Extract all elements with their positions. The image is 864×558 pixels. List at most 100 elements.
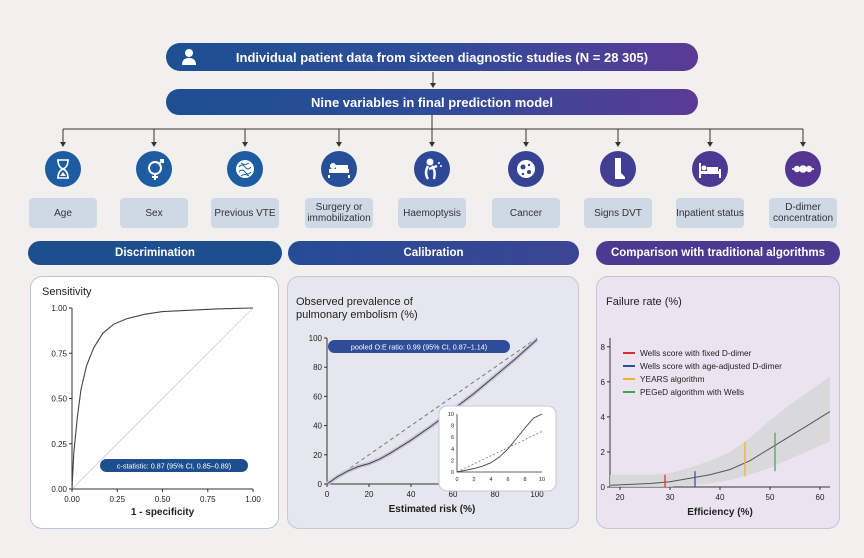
model-banner: Nine variables in final prediction model <box>166 89 698 115</box>
y-tick-label: 8 <box>601 343 606 352</box>
x-axis-label: 1 - specificity <box>131 507 195 518</box>
variable-label: Signs DVT <box>584 198 652 228</box>
variable-label: Sex <box>120 198 188 228</box>
c-statistic-text: c-statistic: 0.87 (95% CI, 0.85–0.89) <box>117 462 231 471</box>
inset-y-tick: 4 <box>451 447 454 453</box>
failure-title: Failure rate (%) <box>606 296 682 308</box>
roc-chart: 0.00 0.25 0.50 0.75 1.00 0.00 0.25 0.50 0.75 1.00… <box>51 304 261 518</box>
inset-x-tick: 0 <box>455 477 458 483</box>
leg-icon <box>600 151 636 187</box>
x-axis-label: Estimated risk (%) <box>389 504 476 515</box>
data-source-banner: Individual patient data from sixteen dia… <box>166 43 698 71</box>
y-tick-label: 2 <box>601 448 606 457</box>
badge-bg <box>328 340 510 353</box>
legend-label: Wells score with fixed D-dimer <box>640 348 752 358</box>
arrow-down-icon <box>430 72 436 88</box>
y-tick-label: 0.25 <box>51 440 67 449</box>
legend-label: PEGeD algorithm with Wells <box>640 387 744 397</box>
coughing-icon <box>414 151 450 187</box>
y-tick-label: 1.00 <box>51 304 67 313</box>
y-tick-label: 0.50 <box>51 395 67 404</box>
variable-label: Age <box>29 198 97 228</box>
failure-chart: 20 30 40 50 60 0 2 4 6 8 Wells score with fixed D-… <box>601 338 831 518</box>
badge-bg <box>100 459 248 472</box>
x-tick-label: 100 <box>530 490 544 499</box>
x-tick-label: 60 <box>816 493 825 502</box>
roc-title: Sensitivity <box>42 286 92 298</box>
x-tick-label: 0.75 <box>200 495 216 504</box>
x-tick-label: 30 <box>666 493 675 502</box>
connector-arrow <box>615 142 621 147</box>
x-axis-label: Efficiency (%) <box>687 507 753 518</box>
patient-bed-icon <box>692 151 728 187</box>
variable-label: Haemoptysis <box>398 198 466 228</box>
x-tick-label: 0.00 <box>64 495 80 504</box>
inset-y-tick: 10 <box>448 412 454 418</box>
variable-label: Cancer <box>492 198 560 228</box>
variable-label: Inpatient status <box>676 198 744 228</box>
calibration-curve <box>326 339 538 485</box>
connector-arrow <box>242 142 248 147</box>
inset-x-tick: 6 <box>506 477 509 483</box>
inset-x-tick: 8 <box>523 477 526 483</box>
inset-y-tick: 0 <box>451 470 454 476</box>
calibration-title: Observed prevalence of pulmonary embolis… <box>296 296 418 321</box>
ideal-line <box>326 337 538 485</box>
inset-x-tick: 4 <box>489 477 492 483</box>
x-tick-label: 20 <box>616 493 625 502</box>
clot-icon <box>227 151 263 187</box>
y-tick-label: 0 <box>601 483 606 492</box>
connector-arrow <box>800 142 806 147</box>
x-tick-label: 20 <box>365 490 374 499</box>
x-tick-label: 50 <box>766 493 775 502</box>
connector-arrow <box>151 142 157 147</box>
x-tick-label: 80 <box>491 490 500 499</box>
connector-lines <box>60 115 806 147</box>
calibration-head: Calibration <box>288 241 579 265</box>
x-tick-label: 40 <box>716 493 725 502</box>
x-tick-label: 0.25 <box>109 495 125 504</box>
inset-x-tick: 2 <box>472 477 475 483</box>
c-statistic-badge: c-statistic: 0.87 (95% CI, 0.85–0.89) <box>100 459 248 472</box>
bed-icon <box>321 151 357 187</box>
y-tick-label: 60 <box>313 392 322 401</box>
variable-label: Previous VTE <box>211 198 279 228</box>
inset-curve <box>456 413 543 473</box>
inset-y-tick: 8 <box>451 424 454 430</box>
inset-y-tick: 6 <box>451 435 454 441</box>
gender-icon <box>136 151 172 187</box>
x-tick-label: 60 <box>449 490 458 499</box>
connector-arrow <box>707 142 713 147</box>
connector-arrow <box>523 142 529 147</box>
comparison-head: Comparison with traditional algorithms <box>596 241 840 265</box>
connector-arrow <box>429 142 435 147</box>
oe-ratio-badge: pooled O:E ratio: 0.99 (95% CI, 0.87–1.1… <box>328 340 510 353</box>
x-tick-label: 1.00 <box>245 495 261 504</box>
cancer-cell-icon <box>508 151 544 187</box>
inset-x-tick: 10 <box>539 477 545 483</box>
diagonal-reference <box>71 307 254 490</box>
hourglass-icon <box>45 151 81 187</box>
inset-y-tick: 2 <box>451 458 454 464</box>
roc-curve <box>71 307 254 490</box>
x-tick-label: 40 <box>407 490 416 499</box>
variable-label: D-dimer concentration <box>769 198 837 228</box>
model-title: Nine variables in final prediction model <box>311 94 553 110</box>
person-icon <box>180 48 198 69</box>
legend-label: Wells score with age-adjusted D-dimer <box>640 361 782 371</box>
connector-arrow <box>336 142 342 147</box>
failure-curve <box>609 411 831 486</box>
y-tick-label: 20 <box>313 451 322 460</box>
y-tick-label: 6 <box>601 378 606 387</box>
x-tick-label: 0.50 <box>155 495 171 504</box>
connector-arrow <box>60 142 66 147</box>
discrimination-head: Discrimination <box>28 241 282 265</box>
oe-ratio-text: pooled O:E ratio: 0.99 (95% CI, 0.87–1.1… <box>351 343 487 352</box>
y-tick-label: 40 <box>313 422 322 431</box>
y-tick-label: 0.75 <box>51 349 67 358</box>
legend-label: YEARS algorithm <box>640 374 705 384</box>
variable-label: Surgery or immobilization <box>305 198 373 228</box>
y-tick-label: 0 <box>318 480 323 489</box>
data-source-title: Individual patient data from sixteen dia… <box>235 49 649 65</box>
